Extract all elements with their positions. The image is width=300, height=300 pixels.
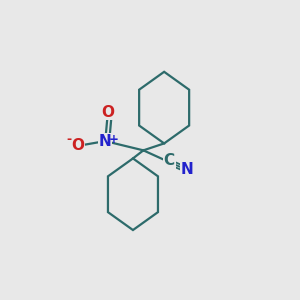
Text: O: O	[72, 138, 85, 153]
Text: O: O	[101, 105, 114, 120]
Text: -: -	[66, 134, 71, 146]
Text: C: C	[164, 153, 175, 168]
Text: +: +	[109, 134, 119, 146]
Text: N: N	[181, 163, 194, 178]
Text: N: N	[99, 134, 112, 148]
